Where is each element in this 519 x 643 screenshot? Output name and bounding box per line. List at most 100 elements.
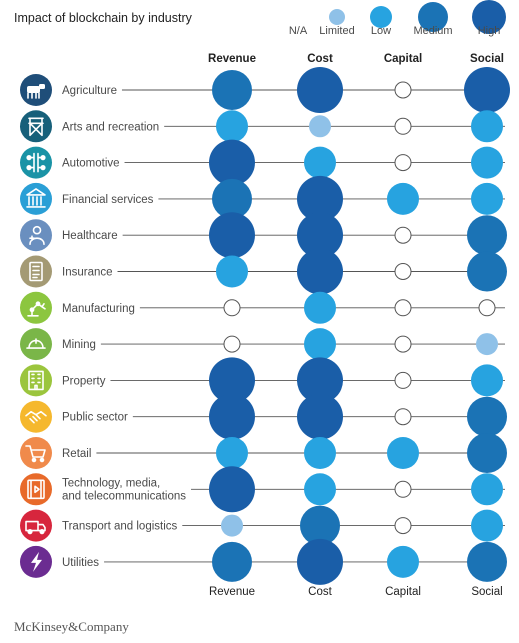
column-header-social: Social [470,53,504,65]
column-footer-social: Social [471,586,502,598]
cart-icon-background [20,437,52,469]
cart-icon-glyph [25,445,46,463]
bubble-social-high [464,67,510,113]
bubble-capital-n-a [394,117,412,135]
doctor-icon-glyph [29,225,45,245]
industry-label-line-1: Technology, media, [62,477,160,489]
bubble-cost-low [304,473,336,506]
bubble-social-low [471,473,503,506]
cow-icon-glyph [27,84,45,99]
row-healthcare: Healthcare [20,212,507,259]
bubble-revenue-high [209,466,255,513]
bubble-social-medium [467,215,507,256]
handshake-icon [20,400,52,433]
bubble-revenue-high [209,357,255,404]
legend-label-n-a: N/A [289,25,308,37]
bubble-capital-low [387,182,419,215]
row-retail: Retail [20,433,507,473]
bank-icon [20,182,52,215]
truck-icon-glyph [25,520,46,535]
bubble-social-medium [467,396,507,437]
robot-arm-icon-glyph [27,301,46,317]
bubble-cost-low [304,291,336,324]
industry-label: Transport and logistics [62,521,178,533]
legend-label-low: Low [371,25,391,37]
industry-label-line-2: and telecommunications [62,490,186,502]
document-icon-glyph [29,261,43,282]
row-insurance: Insurance [20,248,507,295]
directors-chair-icon-glyph [28,117,44,137]
bubble-revenue-high [209,393,255,440]
film-icon-glyph [27,479,45,500]
legend: N/A Limited Low Medium High [289,0,506,37]
industry-label: Property [62,375,106,387]
car-chassis-icon [20,146,52,179]
industry-label: Automotive [62,158,120,170]
column-header-cost: Cost [307,53,333,65]
bubble-capital-low [387,437,419,469]
building-icon [20,364,52,397]
bank-icon-glyph [26,188,46,208]
bubble-cost-low [304,328,336,361]
bubble-revenue-limited [221,514,243,537]
row-mining: Mining [20,328,505,361]
cart-icon [20,437,52,469]
column-footer-capital: Capital [385,586,421,598]
bubble-revenue-n-a [223,335,241,353]
car-chassis-icon-background [20,146,52,179]
bubble-capital-n-a [394,335,412,353]
bubble-revenue-low [216,110,248,143]
legend-label-limited: Limited [319,25,354,37]
bubble-cost-high [297,212,343,259]
bubble-social-n-a [478,299,496,317]
industry-label: Healthcare [62,230,118,242]
legend-label-medium: Medium [413,25,452,37]
car-chassis-icon-glyph [26,152,46,173]
legend-swatch-high [472,0,506,34]
row-transport-and-logistics: Transport and logistics [20,505,505,546]
lightning-icon-glyph [31,551,42,572]
industry-label: Financial services [62,194,154,206]
chart-title: Impact of blockchain by industry [14,11,193,25]
film-icon-background [20,473,52,506]
cow-icon [20,74,52,106]
bubble-revenue-n-a [223,299,241,317]
row-financial-services: Financial services [20,175,505,222]
bubble-capital-n-a [394,480,412,498]
legend-label-high: High [478,25,501,37]
document-icon [20,255,52,288]
bubble-social-medium [467,251,507,292]
row-manufacturing: Manufacturing [20,291,505,324]
bubble-revenue-medium [212,541,252,582]
bubble-cost-high [297,248,343,295]
truck-icon [20,509,52,542]
bubble-cost-low [304,146,336,179]
bubble-cost-high [297,538,343,585]
bubble-revenue-high [209,139,255,186]
legend-swatch-limited [329,9,345,25]
row-technology-media-and-telecommunications: Technology, media,and telecommunications [20,466,505,513]
bubble-cost-high [297,67,343,113]
bubble-social-low [471,146,503,179]
bubble-social-medium [467,541,507,582]
bubble-social-medium [467,433,507,473]
column-headers: Revenue Cost Capital Social [208,53,504,65]
bubble-cost-limited [309,115,331,138]
bubble-cost-high [297,393,343,440]
bubble-capital-low [387,545,419,578]
bubble-social-low [471,110,503,143]
bubble-social-low [471,364,503,397]
bubble-revenue-low [216,437,248,469]
hard-hat-icon-background [20,328,52,361]
bubble-revenue-medium [212,70,252,110]
bubble-capital-n-a [394,517,412,535]
bubble-revenue-low [216,255,248,288]
industry-label: Arts and recreation [62,121,159,133]
industry-label: Insurance [62,267,113,279]
handshake-icon-background [20,400,52,433]
bubble-social-low [471,509,503,542]
legend-swatch-medium [418,2,448,32]
chart-rows: Agriculture Arts and recreation Automotive… [20,67,510,585]
bank-icon-background [20,182,52,215]
